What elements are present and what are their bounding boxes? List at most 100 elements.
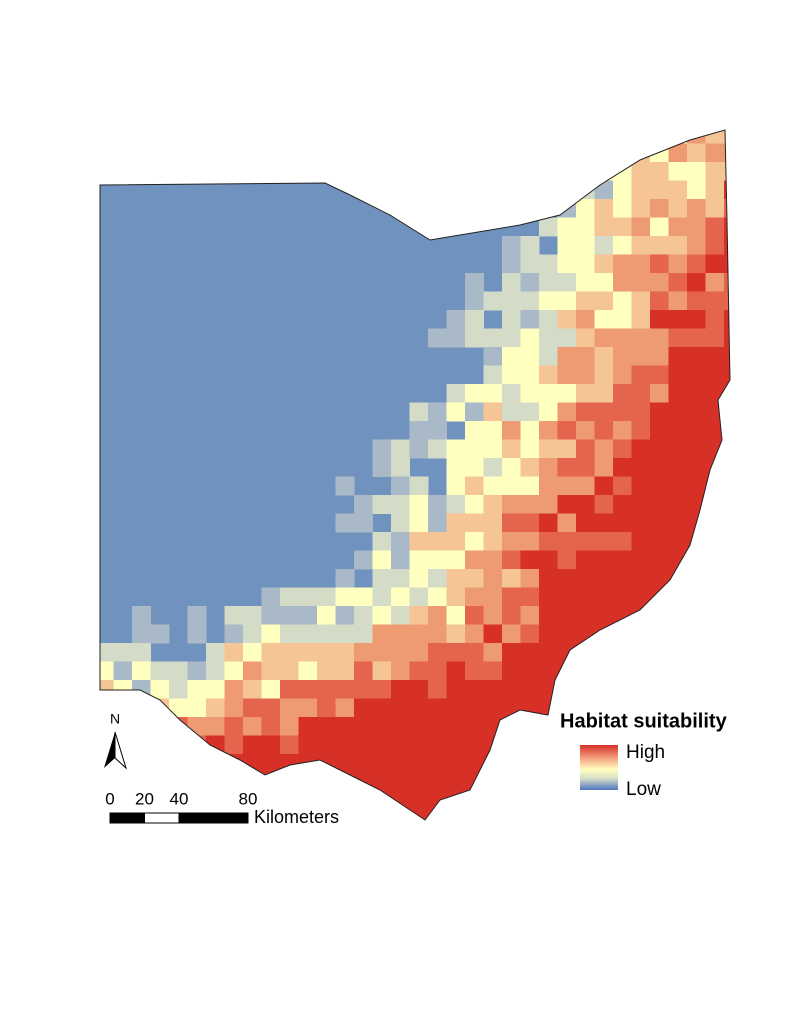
raster-cell bbox=[705, 495, 725, 514]
raster-cell bbox=[613, 680, 632, 699]
raster-cell bbox=[613, 661, 632, 681]
raster-cell bbox=[391, 680, 410, 699]
raster-cell bbox=[502, 384, 521, 403]
raster-cell bbox=[465, 587, 484, 607]
raster-cell bbox=[724, 717, 730, 736]
raster-cell bbox=[650, 643, 669, 662]
raster-cell bbox=[150, 680, 170, 699]
raster-cell bbox=[298, 643, 318, 662]
raster-cell bbox=[557, 458, 577, 477]
raster-cell bbox=[446, 809, 466, 820]
raster-cell bbox=[539, 310, 558, 329]
raster-cell bbox=[557, 273, 577, 292]
raster-cell bbox=[539, 384, 558, 403]
raster-cell bbox=[502, 347, 521, 366]
raster-cell bbox=[594, 624, 614, 644]
raster-cell bbox=[576, 310, 595, 329]
raster-cell bbox=[613, 569, 632, 588]
raster-cell bbox=[650, 180, 669, 200]
north-label: N bbox=[110, 711, 120, 727]
raster-cell bbox=[520, 569, 540, 588]
raster-cell bbox=[705, 217, 725, 237]
raster-cell bbox=[650, 130, 669, 144]
raster-cell bbox=[483, 735, 503, 755]
raster-cell bbox=[687, 217, 706, 237]
raster-cell bbox=[576, 569, 595, 588]
raster-cell bbox=[687, 291, 706, 311]
raster-cell bbox=[631, 476, 651, 496]
raster-cell bbox=[594, 606, 614, 625]
scale-tick-label: 20 bbox=[135, 789, 154, 808]
raster-cell bbox=[465, 476, 484, 496]
raster-cell bbox=[705, 236, 725, 255]
raster-cell bbox=[668, 365, 688, 385]
raster-cell bbox=[539, 291, 558, 311]
raster-cell bbox=[261, 680, 281, 699]
raster-cell bbox=[428, 421, 447, 440]
raster-cell bbox=[224, 606, 244, 625]
raster-cell bbox=[705, 143, 725, 163]
raster-cell bbox=[576, 495, 595, 514]
raster-cell bbox=[539, 347, 558, 366]
raster-cell bbox=[372, 532, 392, 551]
raster-cell bbox=[594, 532, 614, 551]
raster-cell bbox=[594, 291, 614, 311]
raster-cell bbox=[631, 661, 651, 681]
raster-cell bbox=[687, 347, 706, 366]
raster-cell bbox=[613, 550, 632, 570]
raster-cell bbox=[428, 735, 447, 755]
raster-cell bbox=[298, 606, 318, 625]
raster-cell bbox=[539, 439, 558, 459]
raster-cell bbox=[557, 439, 577, 459]
raster-cell bbox=[391, 661, 410, 681]
raster-cell bbox=[687, 661, 706, 681]
state-outline bbox=[99, 129, 731, 821]
raster-cell bbox=[502, 569, 521, 588]
raster-cell bbox=[520, 402, 540, 422]
raster-cell bbox=[594, 495, 614, 514]
raster-cell bbox=[613, 421, 632, 440]
raster-cell bbox=[446, 476, 466, 496]
raster-cell bbox=[132, 606, 151, 625]
raster-cell bbox=[668, 476, 688, 496]
raster-cell bbox=[409, 476, 429, 496]
raster-cell bbox=[705, 180, 725, 200]
raster-cell bbox=[502, 273, 521, 292]
raster-cell bbox=[539, 717, 558, 736]
raster-cell bbox=[557, 569, 577, 588]
raster-cell bbox=[354, 606, 373, 625]
raster-cell bbox=[335, 754, 355, 773]
raster-cell bbox=[113, 772, 133, 792]
raster-cell bbox=[391, 698, 410, 718]
raster-cell bbox=[576, 421, 595, 440]
raster-cell bbox=[724, 130, 730, 144]
raster-cell bbox=[650, 310, 669, 329]
scale-segment bbox=[109, 812, 145, 824]
raster-cell bbox=[409, 698, 429, 718]
raster-cell bbox=[520, 458, 540, 477]
raster-cell bbox=[631, 495, 651, 514]
raster-cell bbox=[372, 680, 392, 699]
raster-cell bbox=[613, 328, 632, 348]
raster-cell bbox=[483, 495, 503, 514]
raster-cell bbox=[502, 458, 521, 477]
raster-cell bbox=[502, 495, 521, 514]
raster-cell bbox=[132, 643, 151, 662]
raster-cell bbox=[465, 328, 484, 348]
raster-cell bbox=[576, 130, 595, 144]
scale-tick-label: 0 bbox=[105, 789, 114, 808]
raster-cell bbox=[483, 328, 503, 348]
raster-cell bbox=[372, 643, 392, 662]
raster-cell bbox=[243, 698, 262, 718]
raster-cell bbox=[354, 624, 373, 644]
raster-cell bbox=[354, 550, 373, 570]
raster-cell bbox=[261, 606, 281, 625]
raster-cell bbox=[631, 384, 651, 403]
raster-cell bbox=[557, 680, 577, 699]
raster-cell bbox=[520, 254, 540, 274]
raster-cell bbox=[557, 587, 577, 607]
raster-cell bbox=[631, 162, 651, 181]
raster-cell bbox=[613, 476, 632, 496]
